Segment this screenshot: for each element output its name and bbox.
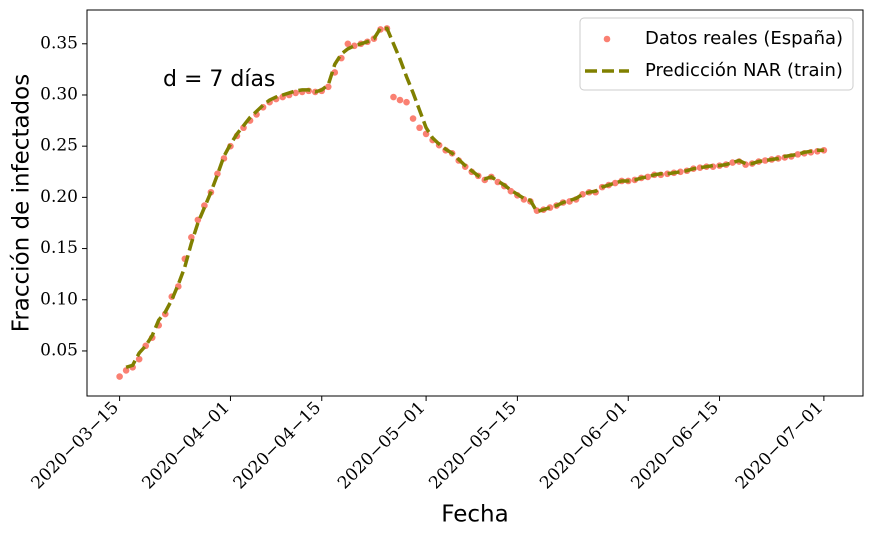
x-tick-label: 2020−04−15 — [230, 398, 325, 493]
x-tick-label: 2020−05−01 — [334, 398, 429, 493]
x-tick-label: 2020−04−01 — [138, 398, 233, 493]
data-point — [533, 207, 541, 214]
data-point — [416, 124, 423, 132]
data-point — [507, 187, 515, 195]
data-point — [135, 355, 143, 363]
x-tick-label: 2020−05−15 — [425, 398, 520, 493]
data-point — [292, 89, 299, 97]
y-tick-label: 0.10 — [40, 289, 78, 309]
legend-label: Datos reales (España) — [645, 28, 843, 49]
data-point — [344, 40, 352, 48]
y-tick-label: 0.25 — [40, 136, 78, 156]
legend-marker — [603, 35, 611, 43]
data-point — [324, 83, 332, 91]
data-point — [194, 216, 202, 224]
y-tick-label: 0.15 — [40, 238, 78, 258]
data-point — [403, 98, 410, 106]
y-tick-label: 0.05 — [40, 340, 78, 360]
data-point — [122, 367, 130, 374]
annotation: d = 7 días — [163, 67, 275, 92]
data-point — [116, 373, 123, 380]
data-point — [611, 179, 619, 187]
x-tick-label: 2020−03−15 — [28, 398, 123, 493]
data-point — [188, 233, 195, 241]
y-tick-label: 0.30 — [40, 84, 78, 104]
data-point — [396, 96, 404, 104]
x-tick-label: 2020−07−01 — [732, 398, 827, 493]
y-axis-label: Fracción de infectados — [9, 74, 35, 332]
data-point — [794, 151, 802, 158]
data-point — [409, 115, 417, 122]
data-point — [390, 93, 397, 101]
y-tick-label: 0.20 — [40, 187, 78, 207]
legend-box — [579, 17, 854, 91]
legend-label: Predicción NAR (train) — [645, 60, 843, 81]
x-tick-label: 2020−06−15 — [627, 398, 722, 493]
plot-frame — [86, 9, 864, 397]
y-tick-label: 0.35 — [40, 33, 78, 53]
x-axis-label: Fecha — [441, 502, 508, 528]
x-tick-label: 2020−06−01 — [536, 398, 631, 493]
prediction-line — [125, 26, 824, 369]
